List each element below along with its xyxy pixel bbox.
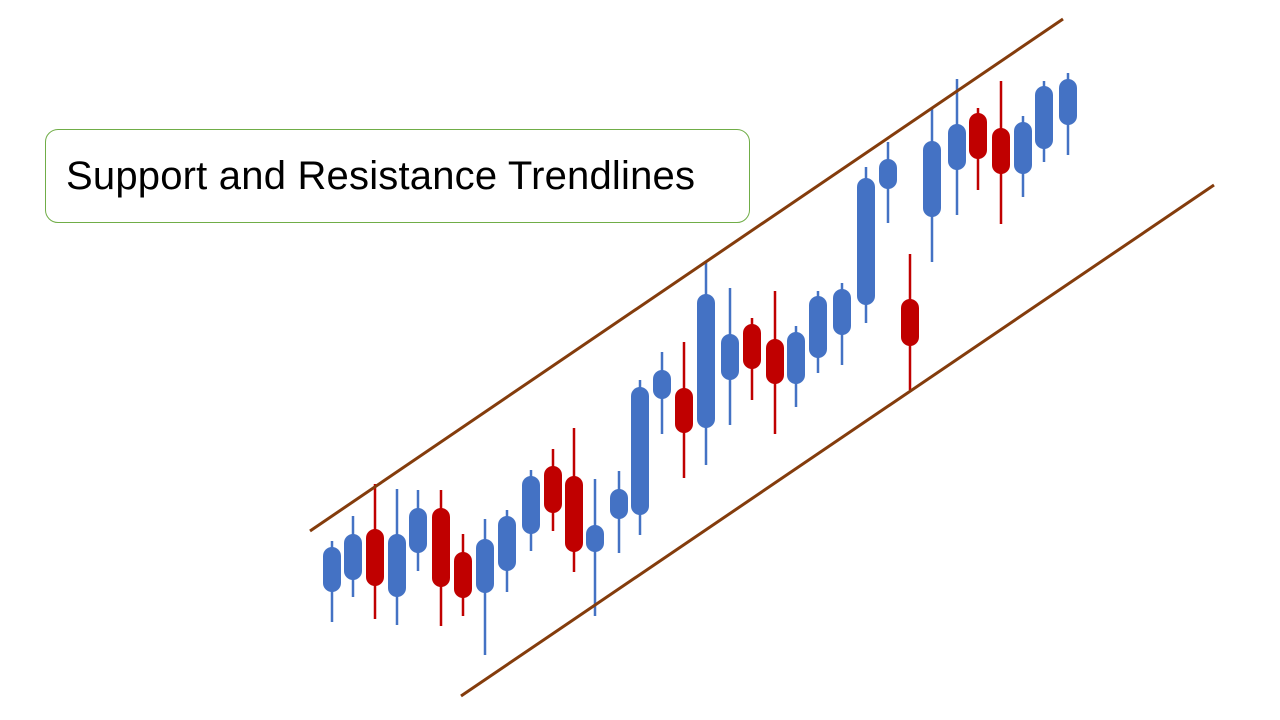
- candle-body: [409, 508, 427, 553]
- candle-body: [857, 178, 875, 305]
- candle-up: [476, 519, 494, 655]
- candle-up: [857, 167, 875, 323]
- candle-body: [498, 516, 516, 571]
- candle-body: [586, 525, 604, 552]
- candle-up: [1035, 81, 1053, 162]
- candle-up: [653, 352, 671, 434]
- candle-body: [787, 332, 805, 384]
- candle-up: [323, 541, 341, 622]
- candle-up: [1014, 116, 1032, 197]
- diagram-title: Support and Resistance Trendlines: [66, 154, 696, 198]
- candle-up: [1059, 73, 1077, 155]
- candle-body: [366, 529, 384, 586]
- candle-up: [498, 510, 516, 592]
- candle-down: [544, 449, 562, 531]
- candle-up: [809, 291, 827, 373]
- candle-body: [1035, 86, 1053, 149]
- candle-body: [923, 141, 941, 217]
- candle-up: [833, 283, 851, 365]
- candle-body: [610, 489, 628, 519]
- candle-down: [565, 428, 583, 572]
- candle-body: [1014, 122, 1032, 174]
- candle-body: [948, 124, 966, 170]
- candle-up: [923, 108, 941, 262]
- candle-body: [631, 387, 649, 515]
- candle-body: [969, 113, 987, 159]
- candle-body: [743, 324, 761, 369]
- candle-down: [366, 484, 384, 619]
- candle-body: [1059, 79, 1077, 125]
- candle-up: [610, 471, 628, 553]
- candle-body: [565, 476, 583, 552]
- candle-up: [697, 262, 715, 465]
- candle-down: [766, 291, 784, 434]
- candle-body: [454, 552, 472, 598]
- candle-body: [879, 159, 897, 189]
- candle-up: [721, 288, 739, 425]
- candle-body: [766, 339, 784, 384]
- candle-body: [833, 289, 851, 335]
- candle-body: [901, 299, 919, 346]
- candle-down: [454, 534, 472, 616]
- candle-up: [631, 380, 649, 535]
- candle-down: [743, 318, 761, 400]
- candle-body: [544, 466, 562, 513]
- candle-up: [344, 516, 362, 597]
- candle-up: [879, 142, 897, 223]
- candle-body: [476, 539, 494, 593]
- candle-up: [948, 79, 966, 215]
- candle-body: [992, 128, 1010, 174]
- candle-down: [901, 254, 919, 390]
- candle-body: [697, 294, 715, 428]
- resistance-trendline: [309, 17, 1064, 533]
- candle-body: [675, 388, 693, 433]
- candle-body: [522, 476, 540, 534]
- candle-down: [969, 108, 987, 190]
- candle-body: [344, 534, 362, 580]
- title-box: Support and Resistance Trendlines: [45, 129, 750, 223]
- candle-up: [409, 490, 427, 571]
- candle-up: [388, 489, 406, 625]
- candle-body: [721, 334, 739, 380]
- candle-body: [388, 534, 406, 597]
- candle-body: [432, 508, 450, 587]
- candle-body: [323, 547, 341, 592]
- candle-body: [653, 370, 671, 399]
- candle-up: [787, 326, 805, 407]
- candle-up: [586, 479, 604, 616]
- candle-down: [675, 342, 693, 478]
- support-trendline: [460, 183, 1215, 698]
- candle-body: [809, 296, 827, 358]
- candle-down: [992, 81, 1010, 224]
- candle-down: [432, 490, 450, 626]
- candle-up: [522, 470, 540, 551]
